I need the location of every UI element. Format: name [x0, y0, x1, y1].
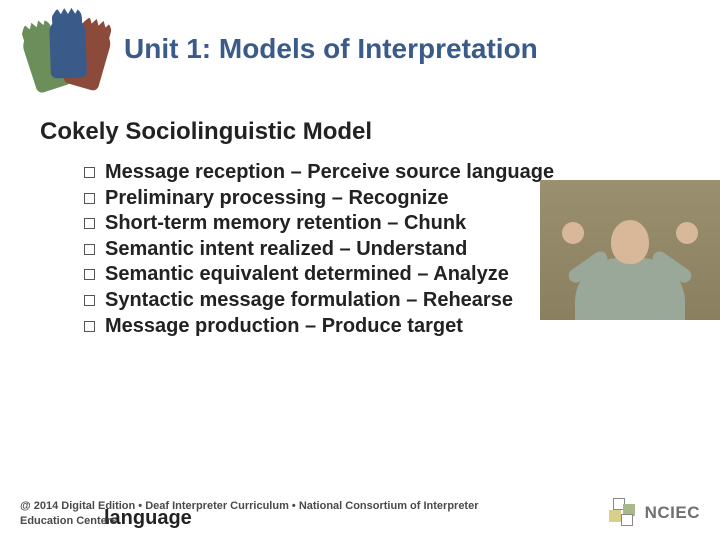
footer-line-2: Education Centers [20, 515, 117, 527]
nciec-logo: NCIEC [609, 498, 700, 528]
slide-subtitle: Cokely Sociolinguistic Model [40, 118, 680, 146]
bullet-text: Message production – Produce target [105, 314, 463, 340]
slide-footer: @ 2014 Digital Edition • Deaf Interprete… [20, 498, 700, 528]
bullet-marker-icon [84, 269, 95, 280]
list-item: Preliminary processing – Recognize [84, 186, 600, 212]
nciec-text: NCIEC [645, 503, 700, 523]
bullet-text: Short-term memory retention – Chunk [105, 211, 466, 237]
bullet-marker-icon [84, 244, 95, 255]
bullet-marker-icon [84, 295, 95, 306]
bullet-text: Preliminary processing – Recognize [105, 186, 448, 212]
list-item: Message reception – Perceive source lang… [84, 160, 600, 186]
bullet-text: Semantic intent realized – Understand [105, 237, 467, 263]
list-item: Message production – Produce target [84, 314, 600, 340]
bullet-text: Syntactic message formulation – Rehearse [105, 288, 513, 314]
bullet-list: Message reception – Perceive source lang… [40, 160, 600, 339]
nciec-mark-icon [609, 498, 639, 528]
slide: Unit 1: Models of Interpretation Cokely … [0, 0, 720, 540]
bullet-marker-icon [84, 167, 95, 178]
slide-title: Unit 1: Models of Interpretation [124, 34, 538, 65]
list-item: Semantic equivalent determined – Analyze [84, 262, 600, 288]
list-item: Syntactic message formulation – Rehearse [84, 288, 600, 314]
bullet-marker-icon [84, 321, 95, 332]
slide-header: Unit 1: Models of Interpretation [0, 0, 720, 90]
interpreter-photo [540, 180, 720, 320]
list-item: Semantic intent realized – Understand [84, 237, 600, 263]
bullet-marker-icon [84, 193, 95, 204]
footer-line-1: @ 2014 Digital Edition • Deaf Interprete… [20, 500, 479, 512]
bullet-text: Semantic equivalent determined – Analyze [105, 262, 509, 288]
bullet-marker-icon [84, 218, 95, 229]
bullet-text: Message reception – Perceive source lang… [105, 160, 554, 186]
list-item: Short-term memory retention – Chunk [84, 211, 600, 237]
hands-logo-icon [20, 8, 110, 90]
footer-text: @ 2014 Digital Edition • Deaf Interprete… [20, 499, 479, 528]
